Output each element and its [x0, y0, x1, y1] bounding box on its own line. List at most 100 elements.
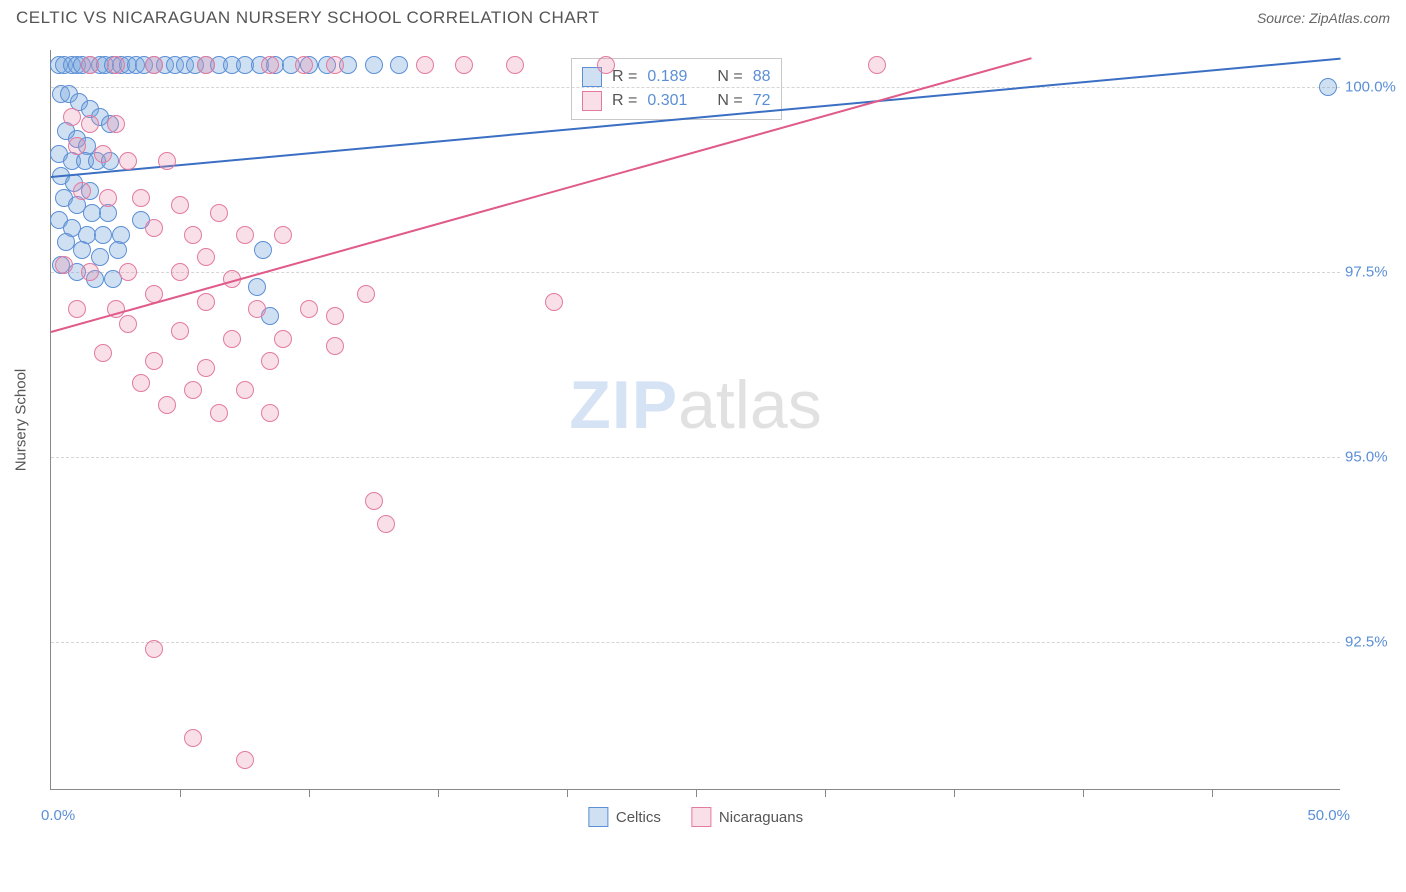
gridline — [51, 87, 1340, 88]
trend-line — [51, 57, 1032, 333]
data-point — [94, 344, 112, 362]
data-point — [145, 56, 163, 74]
data-point — [171, 322, 189, 340]
data-point — [63, 108, 81, 126]
data-point — [171, 263, 189, 281]
stats-r-label: R = — [612, 68, 637, 86]
x-tick — [954, 789, 955, 797]
data-point — [868, 56, 886, 74]
x-tick — [1083, 789, 1084, 797]
data-point — [109, 241, 127, 259]
data-point — [597, 56, 615, 74]
data-point — [248, 300, 266, 318]
x-min-label: 0.0% — [41, 807, 75, 824]
data-point — [81, 56, 99, 74]
data-point — [107, 115, 125, 133]
data-point — [236, 751, 254, 769]
legend-item-nicaraguans: Nicaraguans — [691, 807, 803, 827]
watermark-zip: ZIP — [569, 367, 678, 443]
y-axis-title: Nursery School — [13, 368, 30, 471]
data-point — [261, 352, 279, 370]
data-point — [132, 189, 150, 207]
data-point — [73, 182, 91, 200]
stats-r-value: 0.301 — [647, 92, 687, 110]
legend-swatch-nicaraguans — [691, 807, 711, 827]
data-point — [119, 263, 137, 281]
data-point — [274, 226, 292, 244]
data-point — [365, 56, 383, 74]
x-tick — [825, 789, 826, 797]
data-point — [145, 352, 163, 370]
data-point — [68, 300, 86, 318]
stats-r-label: R = — [612, 92, 637, 110]
legend-label-celtics: Celtics — [616, 809, 661, 826]
data-point — [326, 307, 344, 325]
data-point — [132, 374, 150, 392]
data-point — [365, 492, 383, 510]
watermark-atlas: atlas — [678, 367, 822, 443]
data-point — [119, 315, 137, 333]
stats-n-value: 72 — [753, 92, 771, 110]
data-point — [94, 226, 112, 244]
x-tick — [309, 789, 310, 797]
data-point — [210, 204, 228, 222]
data-point — [145, 219, 163, 237]
x-tick — [1212, 789, 1213, 797]
data-point — [158, 152, 176, 170]
data-point — [223, 330, 241, 348]
data-point — [416, 56, 434, 74]
data-point — [236, 226, 254, 244]
data-point — [326, 337, 344, 355]
data-point — [261, 56, 279, 74]
gridline — [51, 457, 1340, 458]
data-point — [197, 293, 215, 311]
data-point — [94, 145, 112, 163]
x-tick — [180, 789, 181, 797]
data-point — [254, 241, 272, 259]
data-point — [210, 404, 228, 422]
data-point — [184, 381, 202, 399]
gridline — [51, 272, 1340, 273]
scatter-chart: Nursery School ZIPatlas 0.0% 50.0% Celti… — [50, 50, 1340, 790]
x-tick — [567, 789, 568, 797]
data-point — [55, 256, 73, 274]
data-point — [197, 56, 215, 74]
data-point — [73, 241, 91, 259]
data-point — [197, 248, 215, 266]
chart-title: CELTIC VS NICARAGUAN NURSERY SCHOOL CORR… — [16, 8, 600, 28]
y-tick-label: 92.5% — [1345, 634, 1400, 651]
legend-item-celtics: Celtics — [588, 807, 661, 827]
data-point — [184, 226, 202, 244]
data-point — [145, 640, 163, 658]
data-point — [107, 56, 125, 74]
data-point — [545, 293, 563, 311]
x-max-label: 50.0% — [1307, 807, 1350, 824]
data-point — [81, 115, 99, 133]
data-point — [326, 56, 344, 74]
stats-swatch — [582, 91, 602, 111]
data-point — [300, 300, 318, 318]
x-tick — [696, 789, 697, 797]
data-point — [119, 152, 137, 170]
stats-n-label: N = — [717, 68, 742, 86]
data-point — [81, 263, 99, 281]
data-point — [184, 729, 202, 747]
stats-n-label: N = — [717, 92, 742, 110]
legend: Celtics Nicaraguans — [588, 807, 803, 827]
data-point — [197, 359, 215, 377]
data-point — [236, 381, 254, 399]
stats-r-value: 0.189 — [647, 68, 687, 86]
stats-n-value: 88 — [753, 68, 771, 86]
data-point — [99, 189, 117, 207]
data-point — [68, 137, 86, 155]
data-point — [506, 56, 524, 74]
data-point — [295, 56, 313, 74]
x-tick — [438, 789, 439, 797]
data-point — [377, 515, 395, 533]
data-point — [158, 396, 176, 414]
data-point — [1319, 78, 1337, 96]
data-point — [261, 404, 279, 422]
source-label: Source: ZipAtlas.com — [1257, 10, 1390, 26]
legend-label-nicaraguans: Nicaraguans — [719, 809, 803, 826]
data-point — [390, 56, 408, 74]
